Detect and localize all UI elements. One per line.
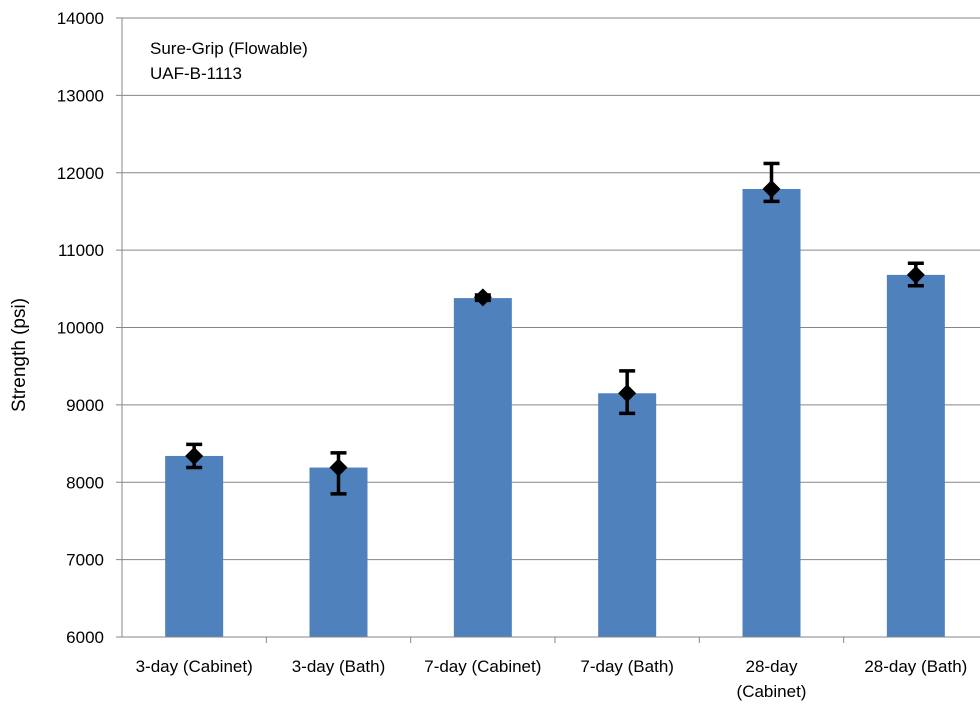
gridlines <box>116 17 980 643</box>
bar <box>886 274 945 637</box>
y-tick-label: 9000 <box>66 396 104 415</box>
x-tick-labels: 3-day (Cabinet) 3-day (Bath) 7-day (Cabine… <box>136 657 968 701</box>
mean-marker <box>185 446 204 465</box>
y-tick-label: 7000 <box>66 551 104 570</box>
bar <box>309 467 368 637</box>
chart-annotation: Sure-Grip (Flowable) UAF-B-1113 <box>150 39 308 83</box>
axes <box>121 18 980 638</box>
bar <box>598 393 657 637</box>
mean-marker <box>762 179 781 198</box>
mean-marker <box>473 288 492 307</box>
x-tick-label: 3-day (Cabinet) <box>136 657 253 676</box>
annotation-line-2: UAF-B-1113 <box>150 64 242 83</box>
x-tick-label: 3-day (Bath) <box>292 657 386 676</box>
x-tick-label: 28-day <box>746 657 798 676</box>
x-tick-label: 28-day (Bath) <box>864 657 967 676</box>
y-tick-label: 13000 <box>57 86 104 105</box>
annotation-line-1: Sure-Grip (Flowable) <box>150 39 308 58</box>
mean-marker <box>618 384 637 403</box>
mean-marker <box>906 265 925 284</box>
x-tick-label: (Cabinet) <box>737 682 807 701</box>
error-bars <box>186 161 924 496</box>
bar <box>742 188 801 637</box>
mean-markers <box>185 179 925 477</box>
y-axis-title: Strength (psi) <box>9 298 30 412</box>
y-tick-label: 6000 <box>66 628 104 647</box>
y-tick-label: 10000 <box>57 319 104 338</box>
y-tick-label: 12000 <box>57 164 104 183</box>
y-tick-label: 8000 <box>66 473 104 492</box>
x-tick-label: 7-day (Cabinet) <box>424 657 541 676</box>
bars <box>165 188 945 637</box>
y-tick-labels: 6000 7000 8000 9000 10000 11000 12000 13000 1400… <box>57 9 104 647</box>
bar <box>453 298 512 637</box>
y-tick-label: 14000 <box>57 9 104 28</box>
x-tick-label: 7-day (Bath) <box>580 657 674 676</box>
mean-marker <box>329 458 348 477</box>
y-tick-label: 11000 <box>58 241 104 260</box>
bar <box>165 455 224 637</box>
